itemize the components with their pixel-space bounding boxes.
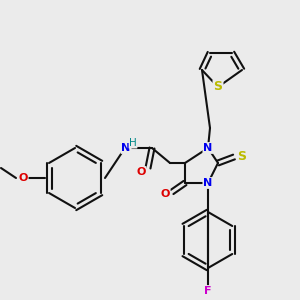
Text: S: S	[238, 151, 247, 164]
Text: O: O	[136, 167, 146, 177]
Text: N: N	[203, 143, 213, 153]
Text: F: F	[204, 286, 212, 296]
Text: N: N	[122, 143, 130, 153]
Text: O: O	[18, 173, 28, 183]
Text: N: N	[203, 178, 213, 188]
Text: S: S	[214, 80, 223, 94]
Text: H: H	[129, 138, 137, 148]
Text: O: O	[160, 189, 170, 199]
